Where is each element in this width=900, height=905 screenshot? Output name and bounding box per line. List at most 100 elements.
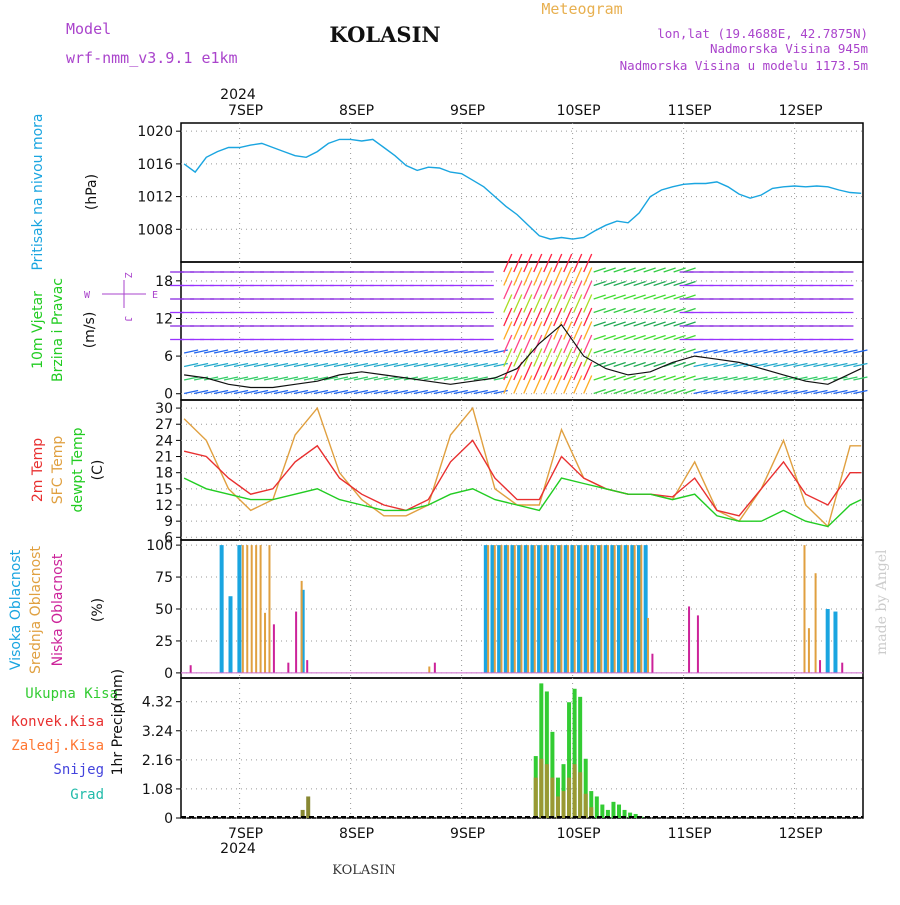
precip-conv-bar [550, 777, 555, 818]
model-label: Model [66, 20, 111, 38]
wind-barb [633, 307, 646, 314]
precip-total-bar [605, 809, 610, 818]
wind-barb [573, 253, 583, 273]
y-tick-label: 3.24 [142, 724, 173, 740]
date-tick-label: 9SEP [450, 826, 485, 842]
wind-barb [183, 376, 199, 381]
cloud-bar [295, 611, 298, 673]
wind-barb [323, 389, 339, 395]
legend-snow: Snijeg [53, 762, 104, 778]
date-tick-label: 12SEP [779, 103, 823, 119]
cloud-bar [550, 545, 555, 673]
wind-barb [833, 362, 848, 368]
cloud-bar [613, 545, 616, 673]
wind-barb [573, 334, 583, 354]
cloud-bar [543, 545, 548, 673]
wind-barb [813, 362, 828, 368]
wind-barb [413, 349, 429, 354]
cloud-bar [646, 617, 649, 673]
cloud-bar [841, 662, 844, 673]
precip-total-bar [622, 809, 627, 818]
wind-barb [503, 361, 513, 381]
wind-barb [503, 253, 513, 273]
precip-total-bar [583, 758, 588, 818]
y-tick-label: 1012 [137, 190, 173, 206]
wind-barb [613, 280, 626, 287]
cloud-bar [617, 545, 622, 673]
y-tick-label: 1.08 [142, 782, 173, 798]
wind-barb [543, 334, 553, 354]
wind-barb [773, 376, 788, 381]
wind-barb [293, 376, 309, 381]
wind-barb [803, 389, 818, 395]
wind-barb [323, 349, 339, 354]
wind-barb [193, 389, 209, 395]
cloud-bar [633, 545, 636, 673]
wind-barb [603, 307, 616, 314]
wind-barb [403, 349, 419, 354]
cloud-bar [577, 545, 582, 673]
wind-barb [393, 362, 409, 368]
date-tick-label: 9SEP [450, 103, 485, 119]
precip-conv-bar [539, 758, 544, 818]
wind-barb [553, 280, 563, 300]
wind-barb [233, 389, 249, 395]
wind-barb [633, 375, 646, 381]
wind-barb [673, 361, 686, 368]
lonlat-label: lon,lat (19.4688E, 42.7875N) [657, 26, 868, 41]
y-tick-label: 30 [155, 401, 173, 417]
wind-barb [523, 280, 533, 300]
wind-barb [243, 349, 259, 354]
cloud-bar [259, 545, 262, 673]
wind-barb [603, 375, 616, 381]
wind-barb [743, 376, 758, 381]
cloud-bar [517, 545, 522, 673]
wind-barb [303, 389, 319, 395]
wind-barb [723, 389, 738, 395]
footer-station: KOLASIN [332, 863, 395, 878]
wind-barb [543, 321, 553, 340]
y-tick-label: 18 [155, 466, 173, 482]
wind-barb [553, 361, 563, 381]
cloud-bar [250, 545, 253, 673]
wind-barb [623, 334, 636, 341]
cloud-bar [696, 615, 699, 673]
wind-barb [423, 349, 439, 354]
cloud-bar [433, 662, 436, 673]
wind-barb [613, 267, 626, 273]
wind-barb [783, 389, 798, 395]
cloud-bar [507, 545, 510, 673]
wind-barb [693, 376, 708, 381]
wind-barb [593, 321, 606, 327]
wind-barb [643, 280, 656, 287]
wind-barb [643, 348, 656, 354]
compass-south: J [122, 316, 133, 322]
wind-barb [723, 349, 738, 354]
wind-barb [473, 349, 488, 354]
wind-barb [253, 349, 269, 354]
precip-total-bar [544, 691, 549, 818]
wind-barb [543, 294, 553, 313]
cloud-bar [570, 545, 575, 673]
wind-barb [273, 349, 289, 354]
wind-barb [583, 348, 593, 367]
wind-barb [503, 280, 513, 300]
y-tick-label: 25 [155, 634, 173, 650]
wind-barb [283, 349, 299, 354]
wind-barb [523, 348, 533, 367]
date-tick-label: 8SEP [339, 103, 374, 119]
wind-barb [663, 321, 676, 327]
wind-barb [563, 307, 573, 327]
wind-barb [223, 389, 239, 395]
wind-barb [613, 307, 626, 314]
wind-barb [373, 362, 389, 368]
wind-barb [793, 389, 808, 395]
precip-conv-bar [583, 793, 588, 818]
wind-barb [633, 267, 646, 273]
wind-barb [393, 349, 409, 354]
wind-barb [343, 362, 359, 368]
precip-total-bar [594, 796, 599, 818]
wind-barb [303, 376, 319, 381]
wind-barb [523, 321, 533, 340]
cloud-bar [607, 545, 610, 673]
